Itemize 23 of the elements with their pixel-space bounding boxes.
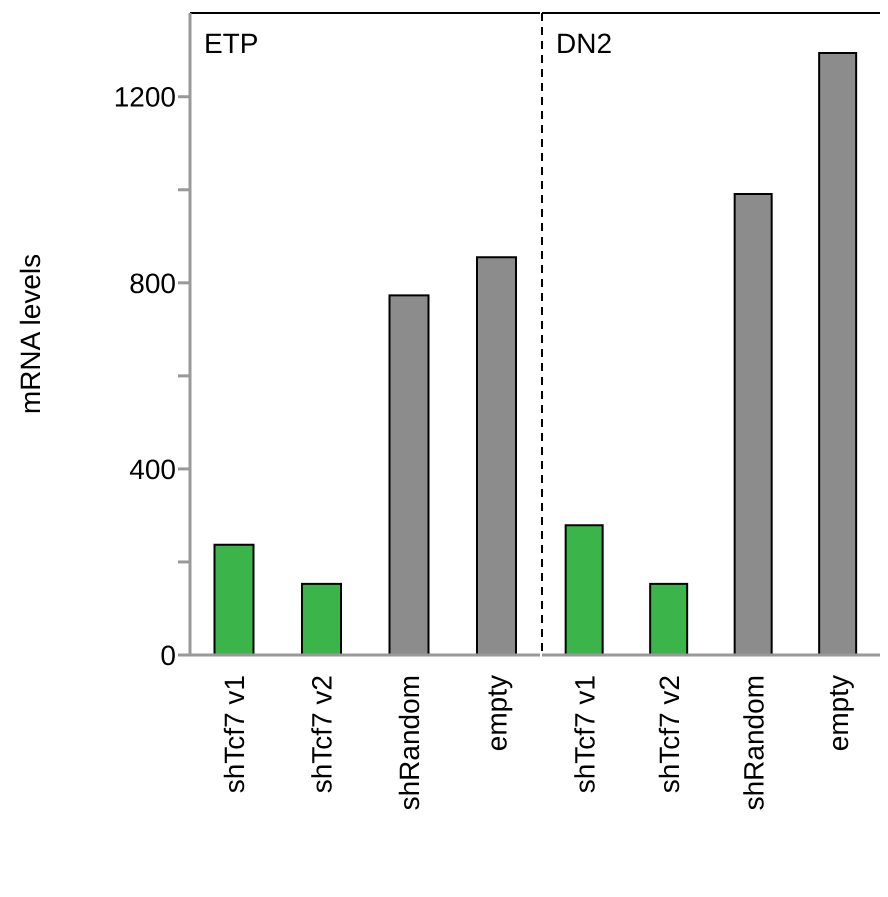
x-tick-label: shRandom	[738, 675, 770, 810]
x-tick-label: shTcf7 v2	[654, 675, 685, 794]
text: ETP	[204, 28, 258, 60]
bar	[476, 256, 517, 655]
x-tick-label: shRandom	[394, 675, 425, 810]
bar	[734, 192, 773, 655]
bar	[301, 582, 342, 655]
y-tick-label: 400	[129, 454, 176, 485]
x-tick-label: empty	[822, 675, 854, 752]
x-tick-label: shTcf7 v1	[218, 675, 250, 794]
text: DN2	[556, 28, 612, 60]
y-tick-label: 800	[129, 268, 176, 299]
y-axis-title: mRNA levels	[14, 254, 46, 414]
x-tick-label: empty	[481, 675, 512, 752]
bar	[649, 582, 688, 655]
y-tick-label: 1200	[114, 82, 176, 113]
x-tick-label: shTcf7 v1	[569, 675, 600, 794]
bar	[388, 294, 430, 655]
bar	[564, 524, 604, 655]
bar	[818, 52, 858, 655]
bar	[214, 544, 254, 655]
x-tick-label: shTcf7 v2	[306, 675, 338, 794]
y-tick-label: 0	[160, 640, 176, 671]
